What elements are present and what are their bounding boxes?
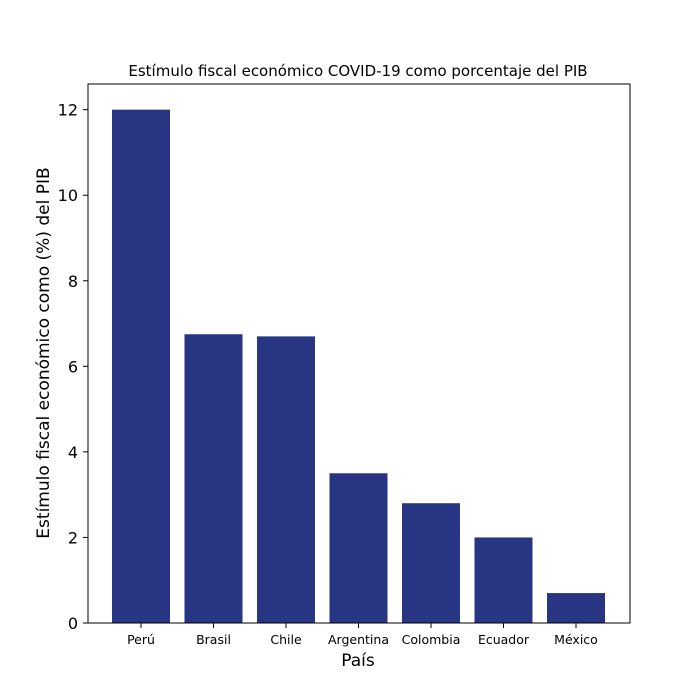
- x-axis-label: País: [341, 651, 375, 671]
- bar-6: [547, 593, 605, 623]
- x-tick-label: Chile: [270, 632, 302, 647]
- y-tick-label: 0: [68, 614, 78, 633]
- y-tick-label: 12: [58, 101, 78, 120]
- bar-4: [402, 503, 460, 623]
- y-axis-label: Estímulo fiscal económico como (%) del P…: [34, 167, 54, 538]
- y-tick-label: 4: [68, 443, 78, 462]
- x-tick-label: Argentina: [328, 632, 389, 647]
- bar-1: [184, 334, 243, 623]
- x-tick-label: Brasil: [196, 632, 231, 647]
- y-axis: 0 2 4 6 8 10 12: [58, 101, 88, 633]
- x-tick-label: México: [554, 632, 598, 647]
- bar-0: [112, 109, 170, 623]
- chart-title: Estímulo fiscal económico COVID-19 como …: [128, 62, 587, 80]
- bar-2: [257, 336, 315, 623]
- y-tick-label: 6: [68, 357, 78, 376]
- x-tick-label: Colombia: [402, 632, 461, 647]
- bar-5: [474, 537, 533, 623]
- y-tick-label: 2: [68, 528, 78, 547]
- x-tick-label: Perú: [127, 632, 155, 647]
- x-tick-label: Ecuador: [478, 632, 530, 647]
- y-tick-label: 8: [68, 272, 78, 291]
- y-tick-label: 10: [58, 186, 78, 205]
- bar-3: [329, 473, 388, 623]
- x-axis: Perú Brasil Chile Argentina Colombia Ecuador M…: [127, 623, 598, 647]
- bars-group: [112, 109, 605, 623]
